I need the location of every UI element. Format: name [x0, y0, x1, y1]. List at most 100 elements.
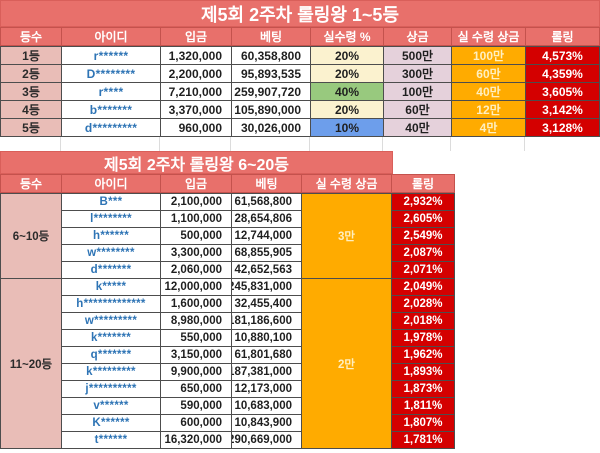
- deposit-cell: 2,060,000: [161, 262, 231, 278]
- rolling-cell: 2,549%: [392, 228, 454, 244]
- rolling-cell: 2,018%: [392, 313, 454, 329]
- player-id-cell: w********: [62, 245, 160, 261]
- net-prize-cell: 12만: [452, 101, 525, 118]
- rolling-cell: 1,811%: [392, 398, 454, 414]
- rolling-cell: 1,781%: [392, 432, 454, 448]
- table1-header-netprize: 실 수령 상금: [452, 28, 525, 45]
- player-id-cell: r****: [62, 83, 160, 100]
- table1-header-id: 아이디: [62, 28, 160, 45]
- rolling-cell: 4,573%: [526, 47, 599, 64]
- deposit-cell: 1,600,000: [161, 296, 231, 312]
- player-id-cell: k*******: [62, 330, 160, 346]
- rolling-cell: 2,087%: [392, 245, 454, 261]
- rolling-cell: 3,142%: [526, 101, 599, 118]
- rolling-cell: 3,605%: [526, 83, 599, 100]
- net-prize-group-cell: 2만: [302, 279, 391, 448]
- table2-header-rolling: 롤링: [392, 175, 454, 192]
- rolling-cell: 2,049%: [392, 279, 454, 295]
- rank-group-cell: 6~10등: [1, 194, 61, 278]
- net-prize-cell: 100만: [452, 47, 525, 64]
- table2-body: 6~10등 3만 B*** 2,100,000 61,568,800 2,932% l***…: [0, 193, 455, 449]
- player-id-cell: w*********: [62, 313, 160, 329]
- rolling-cell: 2,028%: [392, 296, 454, 312]
- rank-cell: 5등: [1, 119, 61, 136]
- deposit-cell: 650,000: [161, 381, 231, 397]
- table2-header-betting: 베팅: [232, 175, 301, 192]
- rank-cell: 2등: [1, 65, 61, 82]
- rolling-cell: 1,807%: [392, 415, 454, 431]
- table1-title-text: 제5회 2주차 롤링왕 1~5등: [200, 4, 400, 25]
- table2-header-id: 아이디: [62, 175, 160, 192]
- player-id-cell: t******: [62, 432, 160, 448]
- rank-cell: 3등: [1, 83, 61, 100]
- rolling-cell: 2,071%: [392, 262, 454, 278]
- deposit-cell: 1,320,000: [161, 47, 231, 64]
- deposit-cell: 3,370,000: [161, 101, 231, 118]
- betting-cell: 61,801,680: [232, 347, 301, 363]
- betting-cell: 181,186,600: [232, 313, 301, 329]
- deposit-cell: 8,980,000: [161, 313, 231, 329]
- player-id-cell: l********: [62, 211, 160, 227]
- net-prize-cell: 40만: [452, 83, 525, 100]
- player-id-cell: K******: [62, 415, 160, 431]
- player-id-cell: d*******: [62, 262, 160, 278]
- rolling-cell: 3,128%: [526, 119, 599, 136]
- net-prize-group-cell: 3만: [302, 194, 391, 278]
- player-id-cell: h*************: [62, 296, 160, 312]
- betting-cell: 187,381,000: [232, 364, 301, 380]
- betting-cell: 10,880,100: [232, 330, 301, 346]
- betting-cell: 10,843,900: [232, 415, 301, 431]
- rolling-cell: 4,359%: [526, 65, 599, 82]
- table1-header-betting: 베팅: [232, 28, 310, 45]
- player-id-cell: r******: [62, 47, 160, 64]
- prize-cell: 100만: [384, 83, 451, 100]
- player-id-cell: j**********: [62, 381, 160, 397]
- player-id-cell: v******: [62, 398, 160, 414]
- table2-header-row: 등수 아이디 입금 베팅 실 수령 상금 롤링: [0, 174, 455, 193]
- prize-cell: 60만: [384, 101, 451, 118]
- table2-title-text: 제5회 2주차 롤링왕 6~20등: [104, 156, 289, 174]
- deposit-cell: 500,000: [161, 228, 231, 244]
- player-id-cell: k*****: [62, 279, 160, 295]
- rolling-cell: 1,962%: [392, 347, 454, 363]
- table1-header-pct: 실수령 %: [311, 28, 383, 45]
- rolling-cell: 1,978%: [392, 330, 454, 346]
- betting-cell: 42,652,563: [232, 262, 301, 278]
- player-id-cell: b*******: [62, 101, 160, 118]
- net-prize-cell: 4만: [452, 119, 525, 136]
- table2-title: 제5회 2주차 롤링왕 6~20등: [0, 151, 393, 174]
- table1-header-row: 등수 아이디 입금 베팅 실수령 % 상금 실 수령 상금 롤링: [0, 27, 600, 46]
- rank-cell: 1등: [1, 47, 61, 64]
- deposit-cell: 16,320,000: [161, 432, 231, 448]
- deposit-cell: 3,150,000: [161, 347, 231, 363]
- deposit-cell: 550,000: [161, 330, 231, 346]
- table2-header-rank: 등수: [1, 175, 61, 192]
- table1-title: 제5회 2주차 롤링왕 1~5등: [0, 0, 600, 27]
- betting-cell: 95,893,535: [232, 65, 310, 82]
- deposit-cell: 12,000,000: [161, 279, 231, 295]
- table2-header-deposit: 입금: [161, 175, 231, 192]
- deposit-cell: 1,100,000: [161, 211, 231, 227]
- betting-cell: 68,855,905: [232, 245, 301, 261]
- deposit-cell: 7,210,000: [161, 83, 231, 100]
- table2-title-row: 제5회 2주차 롤링왕 6~20등: [0, 151, 600, 174]
- net-prize-cell: 60만: [452, 65, 525, 82]
- table1-header-deposit: 입금: [161, 28, 231, 45]
- player-id-cell: d*********: [62, 119, 160, 136]
- player-id-cell: k*********: [62, 364, 160, 380]
- betting-cell: 32,455,400: [232, 296, 301, 312]
- deposit-cell: 590,000: [161, 398, 231, 414]
- net-percent-cell: 10%: [311, 119, 383, 136]
- net-percent-cell: 20%: [311, 65, 383, 82]
- table2-header-netprize: 실 수령 상금: [302, 175, 391, 192]
- betting-cell: 12,173,000: [232, 381, 301, 397]
- prize-cell: 500만: [384, 47, 451, 64]
- net-percent-cell: 40%: [311, 83, 383, 100]
- rolling-cell: 2,932%: [392, 194, 454, 210]
- betting-cell: 60,358,800: [232, 47, 310, 64]
- deposit-cell: 9,900,000: [161, 364, 231, 380]
- rank-group-cell: 11~20등: [1, 279, 61, 448]
- player-id-cell: h******: [62, 228, 160, 244]
- player-id-cell: B***: [62, 194, 160, 210]
- betting-cell: 30,026,000: [232, 119, 310, 136]
